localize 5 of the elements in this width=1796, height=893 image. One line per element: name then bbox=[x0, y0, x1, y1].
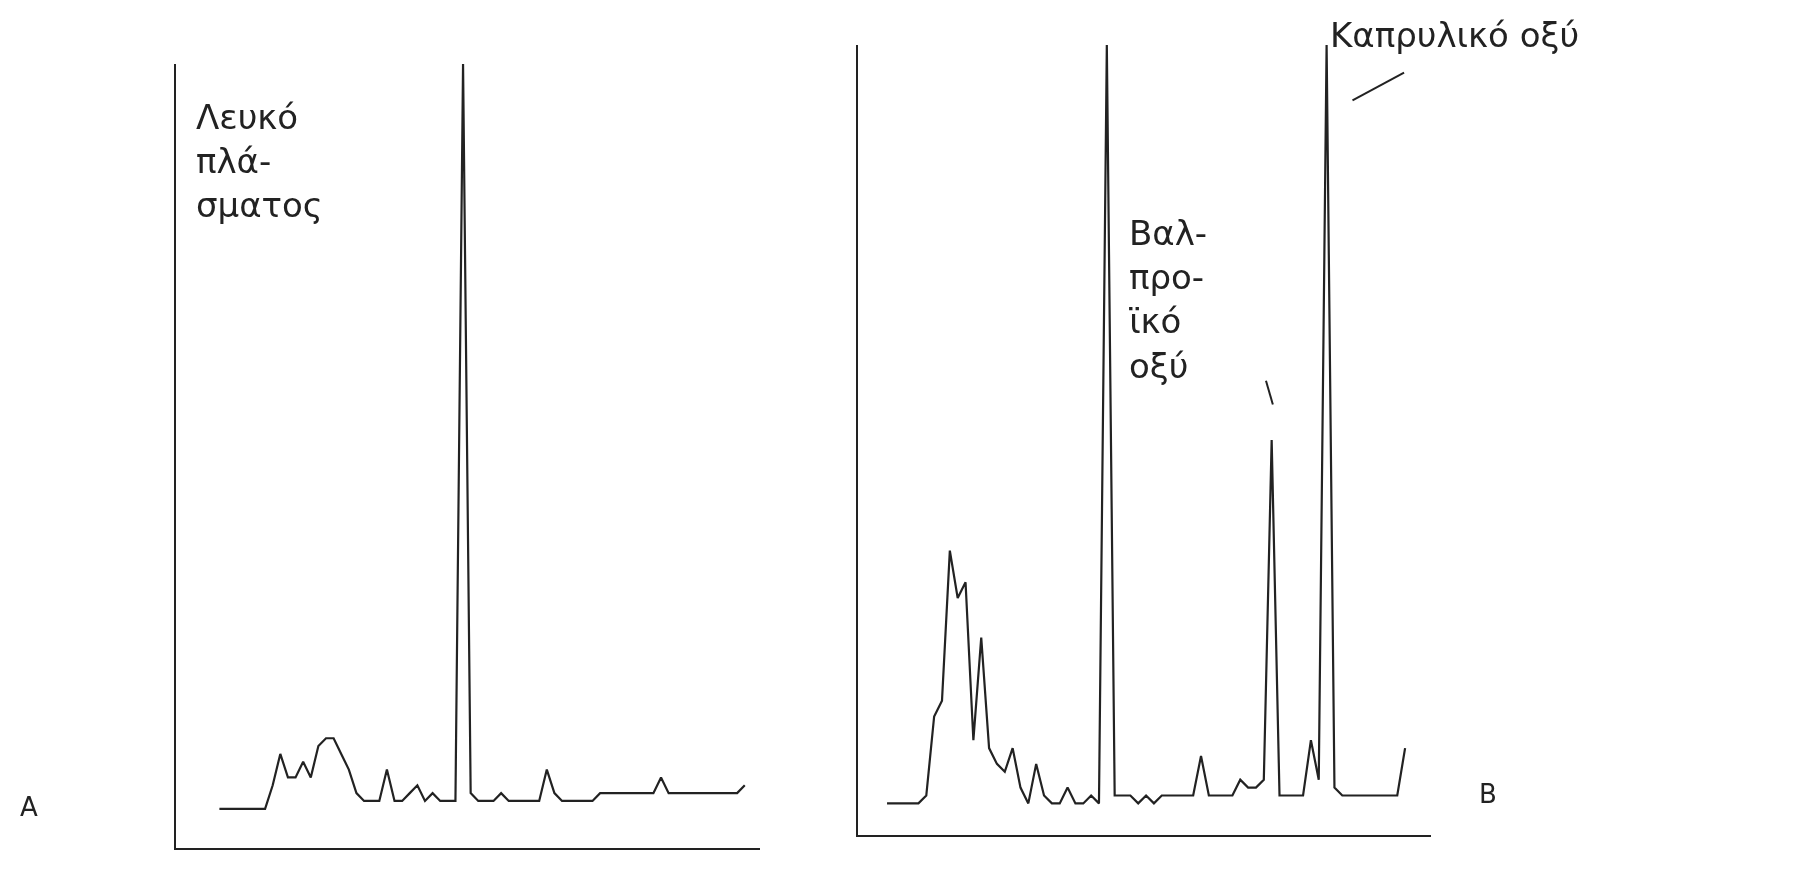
annotation: Καπρυλικό οξύ bbox=[1330, 15, 1580, 55]
annotation: Βαλ- προ- ϊκό οξύ bbox=[1129, 213, 1208, 386]
text: B bbox=[1479, 779, 1497, 809]
annotation: Λευκό πλά- σματος bbox=[196, 97, 323, 226]
text: A bbox=[20, 792, 38, 822]
